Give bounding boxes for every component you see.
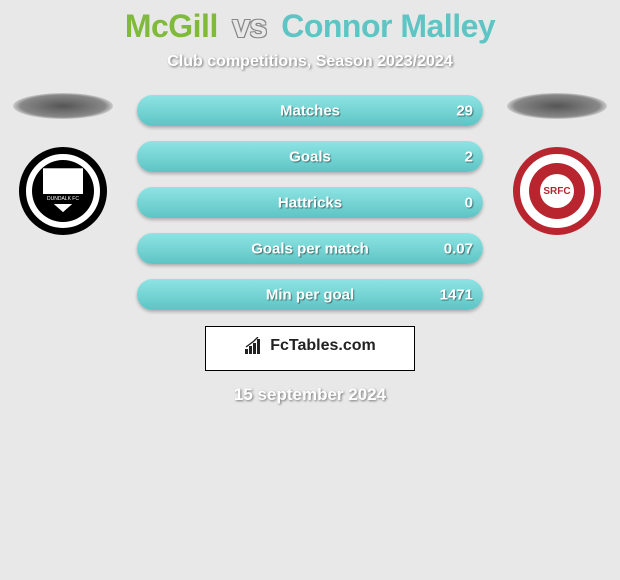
player2-name: Connor Malley xyxy=(281,8,495,44)
bar-label: Goals per match xyxy=(251,240,369,257)
stat-bar: Goals per match 0.07 xyxy=(137,233,483,264)
stat-bars: Matches 29 Goals 2 Hattricks 0 Goals per… xyxy=(137,95,483,310)
page-title: McGill vs Connor Malley xyxy=(0,8,620,45)
brand-box[interactable]: FcTables.com xyxy=(205,326,415,371)
crest-center: SRFC xyxy=(540,174,574,208)
stat-bar: Goals 2 xyxy=(137,141,483,172)
subtitle: Club competitions, Season 2023/2024 xyxy=(0,53,620,71)
bar-label: Min per goal xyxy=(266,286,354,303)
right-crest-column: SRFC xyxy=(502,93,612,235)
bar-label: Matches xyxy=(280,102,340,119)
left-shadow-ellipse xyxy=(13,93,113,119)
bar-value-right: 0 xyxy=(465,194,473,211)
player1-name: McGill xyxy=(125,8,218,44)
bar-chart-icon xyxy=(244,337,264,355)
vs-text: vs xyxy=(232,8,267,44)
body: DUNDALK FC SRFC Matches 29 Goals 2 xyxy=(0,75,620,405)
brand-text: FcTables.com xyxy=(270,337,376,355)
stat-bar: Matches 29 xyxy=(137,95,483,126)
left-club-crest: DUNDALK FC xyxy=(19,147,107,235)
stat-bar: Min per goal 1471 xyxy=(137,279,483,310)
bar-label: Hattricks xyxy=(278,194,342,211)
bar-value-right: 29 xyxy=(456,102,473,119)
right-shadow-ellipse xyxy=(507,93,607,119)
bar-value-right: 1471 xyxy=(440,286,473,303)
crest-band: DUNDALK FC xyxy=(43,194,83,204)
right-club-crest: SRFC xyxy=(513,147,601,235)
bar-value-right: 0.07 xyxy=(444,240,473,257)
left-crest-column: DUNDALK FC xyxy=(8,93,118,235)
stat-bar: Hattricks 0 xyxy=(137,187,483,218)
date-text: 15 september 2024 xyxy=(0,385,620,405)
bar-value-right: 2 xyxy=(465,148,473,165)
brand-link[interactable]: FcTables.com xyxy=(244,337,376,355)
header: McGill vs Connor Malley Club competition… xyxy=(0,0,620,75)
bar-label: Goals xyxy=(289,148,331,165)
